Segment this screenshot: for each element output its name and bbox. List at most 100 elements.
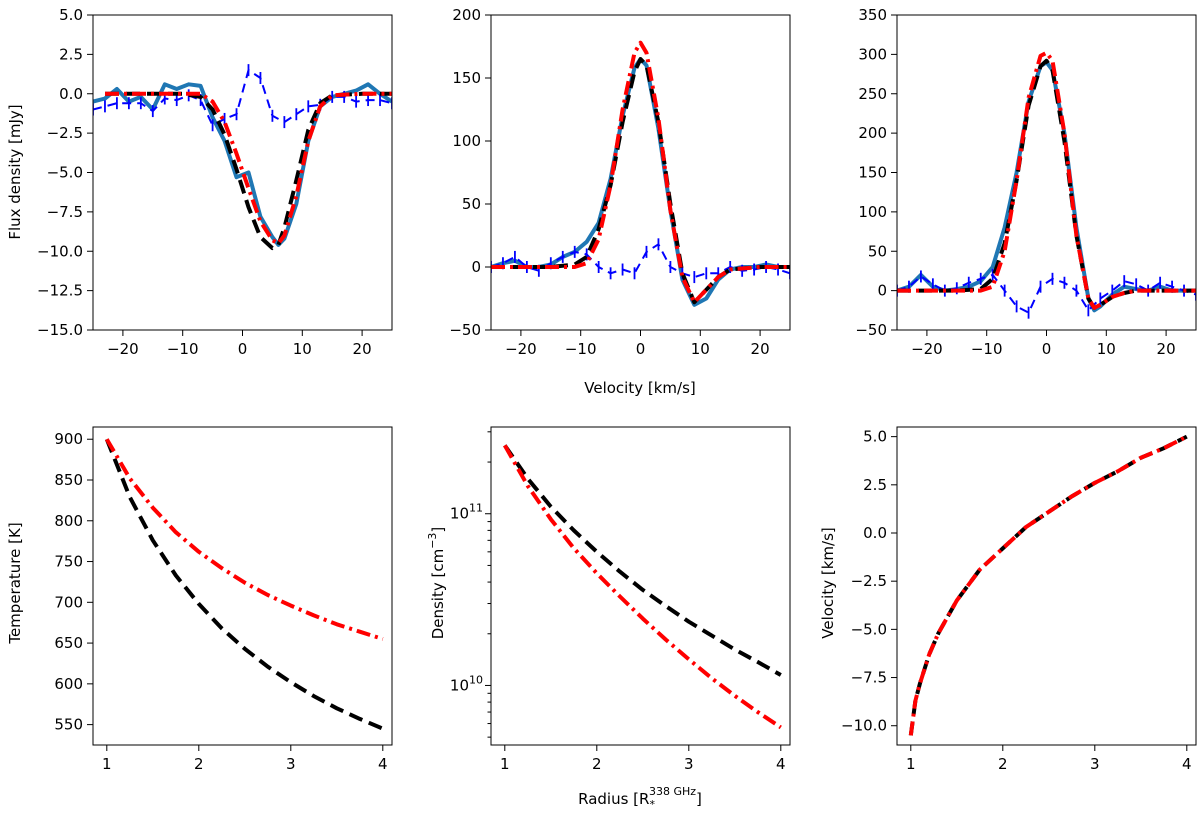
x-tick-label: 1 — [102, 755, 112, 773]
series-model-red — [491, 40, 790, 305]
series-model-black — [491, 57, 790, 305]
x-tick-label: 1 — [500, 755, 510, 773]
series-residual — [491, 243, 790, 279]
y-tick-label: 600 — [54, 675, 83, 693]
y-tick-label: 50 — [868, 242, 887, 260]
y-tick-label: 150 — [858, 164, 887, 182]
y-tick-label: 5.0 — [59, 6, 83, 24]
series-model-black — [105, 91, 392, 251]
y-tick-label: 1011 — [450, 502, 483, 523]
y-tick-label: 750 — [54, 553, 83, 571]
y-tick-base: 10 — [450, 676, 469, 694]
x-tick-label: 2 — [592, 755, 602, 773]
y-tick-label: −50 — [449, 321, 481, 339]
series-model-black — [104, 438, 384, 731]
y-tick-label: 550 — [54, 716, 83, 734]
y-tick-label: 150 — [452, 69, 481, 87]
density-ylabel: Density [cm−3] — [426, 527, 447, 640]
y-tick-label: −15.0 — [37, 321, 83, 339]
y-tick-label: −5.0 — [47, 164, 83, 182]
y-tick-label: 100 — [452, 132, 481, 150]
radius-xlabel-main: Radius [R — [578, 790, 649, 808]
axes-frame — [92, 14, 393, 331]
y-tick-label: −7.5 — [851, 669, 887, 687]
y-tick-label: 2.5 — [863, 476, 887, 494]
series-residual — [93, 69, 392, 127]
y-tick-label: 2.5 — [59, 45, 83, 63]
series-group — [491, 40, 790, 307]
series-residual — [897, 273, 1196, 314]
y-tick-base: 10 — [450, 505, 469, 523]
y-tick-label: 900 — [54, 430, 83, 448]
y-tick-label: 850 — [54, 471, 83, 489]
y-tick-label: 50 — [462, 195, 481, 213]
y-tick-label: 100 — [858, 203, 887, 221]
radius-xlabel-sub: * — [649, 798, 655, 811]
density-ylabel-sup: −3 — [426, 533, 439, 549]
y-tick-label: 250 — [858, 85, 887, 103]
y-tick-exponent: 11 — [469, 502, 483, 515]
x-tick-label: 0 — [238, 340, 248, 358]
x-tick-label: −20 — [505, 340, 537, 358]
series-group — [104, 438, 384, 731]
x-tick-label: 3 — [1090, 755, 1100, 773]
panel-velocity: 1 2 3 4 −10.0 −7.5 −5.0 −2.5 0.0 2.5 5.0 — [841, 426, 1197, 773]
series-model-red — [908, 434, 1188, 736]
y-tick-label: −7.5 — [47, 203, 83, 221]
y-tick-label: −2.5 — [851, 572, 887, 590]
series-observed — [93, 82, 392, 247]
panel-temperature: 1 2 3 4 550 600 650 700 750 800 850 900 — [54, 426, 393, 773]
y-tick-label: −50 — [855, 321, 887, 339]
y-tick-label: −12.5 — [37, 282, 83, 300]
y-tick-label: 0.0 — [863, 524, 887, 542]
series-observed — [897, 60, 1196, 313]
x-tick-label: 10 — [691, 340, 710, 358]
y-tick-label: 0.0 — [59, 85, 83, 103]
y-tick-label: 200 — [452, 6, 481, 24]
y-tick-label: 0 — [471, 258, 481, 276]
x-tick-label: 4 — [776, 755, 786, 773]
x-tick-label: −20 — [911, 340, 943, 358]
x-tick-label: 1 — [906, 755, 916, 773]
y-tick-label: −10.0 — [37, 242, 83, 260]
axes-frame — [92, 426, 393, 746]
panel-flux-line-3: −20 −10 0 10 20 −50 0 50 100 150 200 250 300 350 — [855, 6, 1197, 358]
y-tick-label: 200 — [858, 124, 887, 142]
x-tick-label: 2 — [998, 755, 1008, 773]
axes-frame — [490, 426, 791, 746]
x-tick-label: 0 — [636, 340, 646, 358]
y-tick-label: 0 — [877, 282, 887, 300]
series-group — [897, 50, 1196, 319]
x-tick-label: 3 — [684, 755, 694, 773]
x-tick-label: −10 — [971, 340, 1003, 358]
panel-flux-line-2: −20 −10 0 10 20 −50 0 50 100 150 200 — [449, 6, 791, 358]
x-tick-label: −10 — [167, 340, 199, 358]
x-tick-label: 10 — [293, 340, 312, 358]
x-tick-label: 2 — [194, 755, 204, 773]
series-model-black — [908, 434, 1188, 736]
series-group — [503, 444, 782, 730]
x-tick-label: 4 — [378, 755, 388, 773]
x-tick-label: 20 — [1157, 340, 1176, 358]
flux-ylabel: Flux density [mJy] — [6, 104, 24, 239]
radius-xlabel-sup: 338 GHz — [649, 785, 696, 798]
y-tick-label: −10.0 — [841, 717, 887, 735]
y-tick-label: 700 — [54, 593, 83, 611]
radius-xlabel-end: ] — [696, 790, 702, 808]
series-model-red — [897, 50, 1196, 310]
series-model-red — [105, 91, 392, 246]
x-tick-label: −20 — [107, 340, 139, 358]
temperature-ylabel: Temperature [K] — [6, 522, 24, 644]
series-model-red — [503, 444, 782, 730]
y-tick-label: 650 — [54, 634, 83, 652]
x-tick-label: 20 — [353, 340, 372, 358]
density-ylabel-main: Density [cm — [429, 549, 447, 640]
x-tick-label: 10 — [1097, 340, 1116, 358]
y-tick-label: 800 — [54, 512, 83, 530]
y-tick-label: −5.0 — [851, 620, 887, 638]
velocity-xlabel: Velocity [km/s] — [584, 379, 695, 397]
x-tick-label: 0 — [1042, 340, 1052, 358]
y-tick-label: 1010 — [450, 673, 483, 694]
